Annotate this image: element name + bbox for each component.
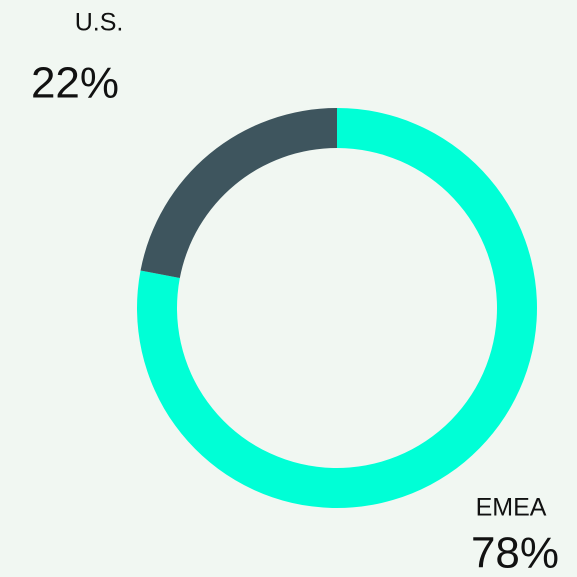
donut xyxy=(137,108,537,508)
legend-label: U.S. xyxy=(75,9,124,37)
donut-slice xyxy=(140,108,337,279)
value-label: 78% xyxy=(471,529,559,577)
legend-label: EMEA xyxy=(476,494,547,522)
value-label: 22% xyxy=(31,59,119,108)
